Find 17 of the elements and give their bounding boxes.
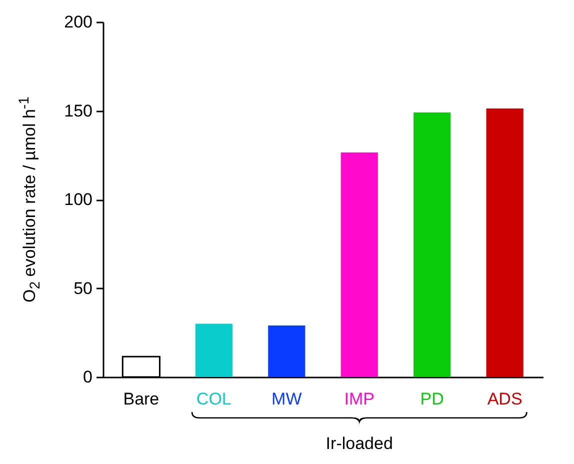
y-tick-label: 150: [64, 101, 92, 120]
bar: [268, 326, 306, 377]
y-tick-label: 200: [64, 12, 92, 32]
x-tick-label: PD: [420, 390, 444, 408]
y-tick-label: 0: [83, 368, 92, 386]
bar: [414, 112, 451, 377]
y-tick-label: 100: [64, 190, 92, 209]
y-tick-label: 50: [74, 278, 92, 298]
bar: [195, 324, 232, 377]
text: Ir-loaded: [326, 434, 393, 454]
x-tick-label: ADS: [487, 390, 522, 408]
bar: [486, 108, 524, 377]
x-tick-label: MW: [272, 390, 302, 408]
x-tick-label: IMP: [344, 390, 374, 408]
x-tick-label: Bare: [123, 390, 160, 408]
bar: [340, 152, 378, 377]
x-tick-label: COL: [196, 390, 232, 408]
